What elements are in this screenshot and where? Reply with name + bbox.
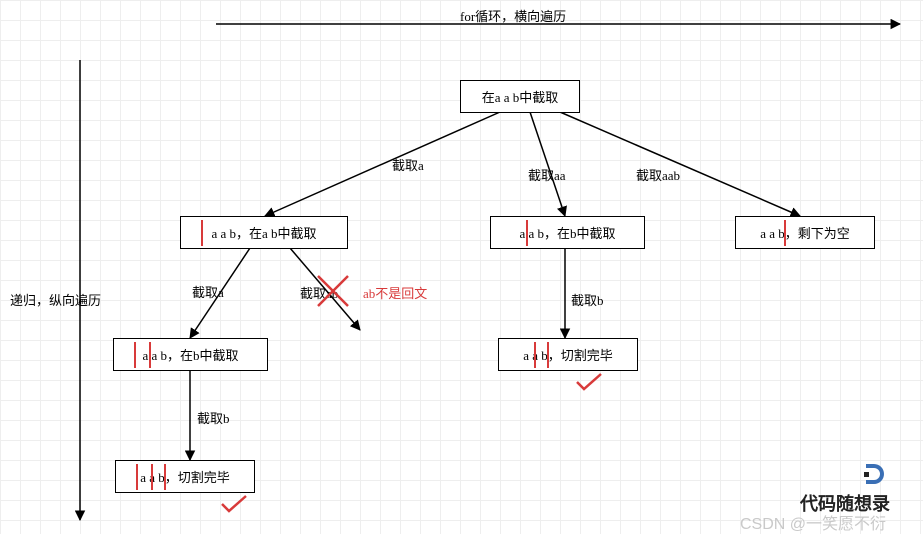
not-palindrome-label: ab不是回文: [363, 283, 427, 302]
check-icon: [575, 372, 603, 392]
red-bar-icon: [534, 342, 536, 368]
red-bar-icon: [134, 342, 136, 368]
node-l2-left: a a b，在b中截取: [113, 338, 268, 371]
red-bar-icon: [526, 220, 528, 246]
node-l3-left-text: a a b，切割完毕: [140, 470, 230, 485]
red-bar-icon: [784, 220, 786, 246]
red-bar-icon: [547, 342, 549, 368]
edge-label-cut-aa: 截取aa: [528, 165, 566, 184]
edge-label-cut-b-mid: 截取b: [571, 290, 604, 309]
red-bar-icon: [151, 464, 153, 490]
left-axis-label: 递归，纵向遍历: [10, 290, 101, 309]
top-axis-label: for循环，横向遍历: [460, 6, 566, 25]
red-bar-icon: [136, 464, 138, 490]
node-root: 在a a b中截取: [460, 80, 580, 113]
node-l2-left-text: a a b，在b中截取: [142, 348, 238, 363]
node-l2-mid-text: a a b，切割完毕: [523, 348, 613, 363]
cross-icon: [315, 273, 351, 309]
node-l1-mid: a a b，在b中截取: [490, 216, 645, 249]
node-l1-right: a a b，剩下为空: [735, 216, 875, 249]
node-l1-left-text: a a b，在a b中截取: [211, 226, 316, 241]
node-l3-left: a a b，切割完毕: [115, 460, 255, 493]
edge-label-cut-a-1: 截取a: [392, 155, 424, 174]
edge-label-cut-b-left: 截取b: [197, 408, 230, 427]
edge-label-cut-a-2: 截取a: [192, 282, 224, 301]
node-l1-mid-text: a a b，在b中截取: [519, 226, 615, 241]
node-root-text: 在a a b中截取: [482, 90, 559, 105]
red-bar-icon: [164, 464, 166, 490]
node-l2-mid: a a b，切割完毕: [498, 338, 638, 371]
red-bar-icon: [201, 220, 203, 246]
node-l1-right-text: a a b，剩下为空: [760, 226, 850, 241]
brand-logo-icon: [862, 460, 890, 488]
red-bar-icon: [149, 342, 151, 368]
edge-label-cut-aab: 截取aab: [636, 165, 680, 184]
check-icon: [220, 494, 248, 514]
watermark-text: CSDN @一笑愿不衍: [740, 510, 886, 534]
node-l1-left: a a b，在a b中截取: [180, 216, 348, 249]
